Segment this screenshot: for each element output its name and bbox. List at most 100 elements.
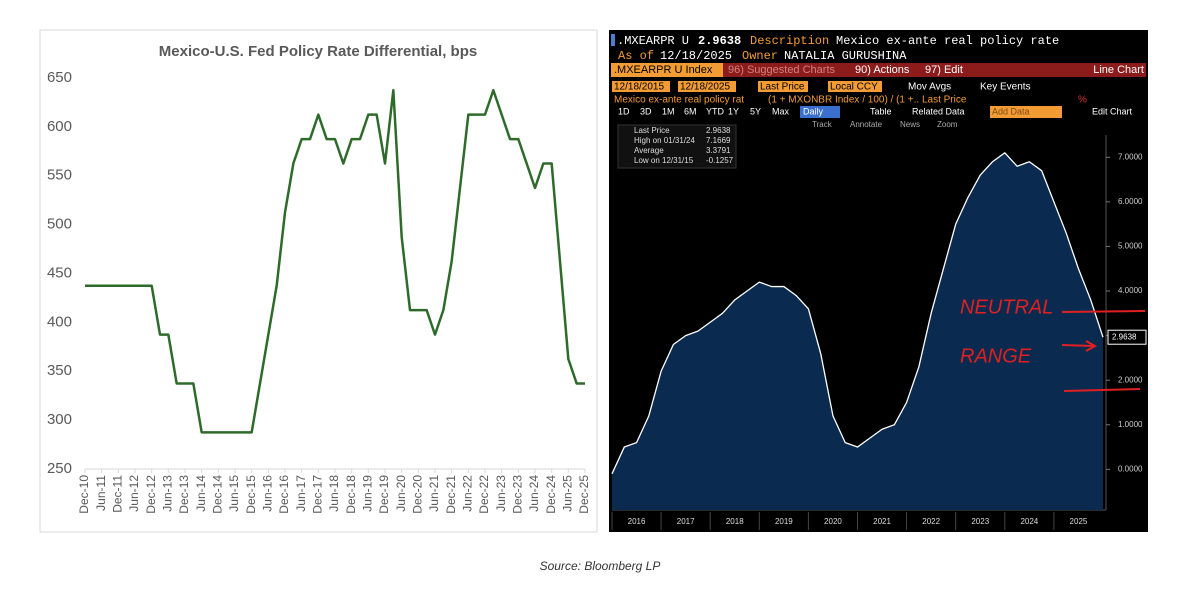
y-tick-label: 650	[47, 69, 72, 86]
tool[interactable]: Zoom	[937, 120, 958, 129]
date-box[interactable]	[612, 81, 670, 92]
legend-value: 7.1669	[706, 136, 731, 145]
x-tick-label: 2021	[873, 517, 891, 526]
left-panel	[39, 29, 598, 533]
x-tick-label: Dec-13	[177, 475, 191, 514]
x-tick-label: 2020	[824, 517, 842, 526]
x-tick-label: Dec-12	[144, 475, 158, 514]
line	[611, 152, 1104, 475]
x-tick-label: Jun-21	[427, 475, 441, 512]
x-tick-label: Jun-19	[361, 475, 375, 512]
y-tick-label: 7.0000	[1118, 152, 1143, 161]
x-tick-label: Jun-23	[494, 475, 508, 512]
unit: %	[1078, 95, 1087, 106]
period-button[interactable]: Max	[772, 106, 790, 116]
currency[interactable]: Local CCY	[830, 82, 878, 93]
x-tick-label: Jun-14	[194, 475, 208, 512]
button[interactable]: Add Data	[992, 106, 1030, 116]
menu-item[interactable]: 97) Edit	[925, 64, 963, 76]
label: Description	[750, 34, 829, 48]
annotation-lines	[1061, 310, 1146, 392]
y-tick-label: 6.0000	[1118, 197, 1143, 206]
y-tick-label: 300	[47, 411, 72, 428]
legend-label: Last Price	[634, 126, 670, 135]
period-button[interactable]: 6M	[684, 106, 697, 116]
x-tick-label: Dec-19	[377, 475, 391, 514]
date-box[interactable]	[678, 81, 736, 92]
menu-item[interactable]: 96) Suggested Charts	[728, 64, 836, 76]
line	[85, 88, 585, 434]
y-tick-label: 2.0000	[1118, 375, 1143, 384]
marker	[611, 34, 615, 46]
tool[interactable]: News	[900, 120, 920, 129]
y-tick-label: 250	[47, 460, 72, 477]
tool[interactable]: Annotate	[850, 120, 883, 129]
x-tick-label: Dec-17	[311, 475, 325, 514]
legend-box	[617, 124, 737, 169]
start-date[interactable]: 12/18/2015	[614, 82, 664, 93]
x-tick-label: Dec-20	[411, 475, 425, 514]
field[interactable]: Last Price	[760, 82, 805, 93]
x-tick-label: 2016	[628, 517, 646, 526]
add-data-box[interactable]	[990, 106, 1062, 118]
button[interactable]: Edit Chart	[1092, 106, 1133, 116]
period-button[interactable]: 1Y	[728, 106, 739, 116]
y-tick-label: 350	[47, 362, 72, 379]
x-tick-label: Jun-22	[461, 475, 475, 512]
security[interactable]: .MXEARPR U Index	[614, 64, 713, 76]
field-box[interactable]	[758, 81, 808, 92]
period-button[interactable]: 3D	[640, 106, 652, 116]
x-tick-label: Dec-14	[211, 475, 225, 514]
frequency-box[interactable]	[800, 106, 840, 118]
formula: (1 + MXONBR Index / 100) / (1 +.. Last P…	[768, 95, 967, 106]
y-tick-label: 600	[47, 118, 72, 135]
y-tick-label: 1.0000	[1118, 420, 1143, 429]
y-tick-label: 0.0000	[1118, 464, 1143, 473]
legend-label: Average	[634, 146, 664, 155]
series-name: Mexico ex-ante real policy rat	[614, 95, 744, 106]
x-tick-label: Dec-23	[511, 475, 525, 514]
toolbar	[611, 63, 1146, 77]
button[interactable]: Related Data	[912, 106, 965, 116]
period-button[interactable]: 5Y	[750, 106, 761, 116]
label: As of	[618, 49, 654, 63]
x-tick-label: Jun-20	[394, 475, 408, 512]
option[interactable]: Key Events	[980, 82, 1031, 93]
x-tick-label: Dec-15	[244, 475, 258, 514]
tool[interactable]: Track	[812, 120, 833, 129]
source: Source: Bloomberg LP	[540, 559, 661, 573]
price-tag-label: 2.9638	[1112, 332, 1137, 341]
y-tick-label: 450	[47, 264, 72, 281]
area	[612, 152, 1103, 510]
menu-item[interactable]: 90) Actions	[855, 64, 910, 76]
security-box[interactable]	[611, 63, 723, 77]
frequency[interactable]: Daily	[803, 106, 824, 116]
y-tick-label: 5.0000	[1118, 242, 1143, 251]
period-button[interactable]: YTD	[706, 106, 725, 116]
period-button[interactable]: 1M	[662, 106, 675, 116]
legend-label: Low on 12/31/15	[634, 156, 694, 165]
x-tick-label: Jun-24	[527, 475, 541, 512]
owner: NATALIA GURUSHINA	[784, 49, 907, 63]
period-button[interactable]: 1D	[618, 106, 630, 116]
x-tick-label: 2023	[971, 517, 989, 526]
x-tick-label: 2024	[1020, 517, 1038, 526]
x-tick-label: Jun-16	[261, 475, 275, 512]
button[interactable]: Table	[870, 106, 892, 116]
legend-value: 3.3791	[706, 146, 731, 155]
x-tick-label: Dec-22	[477, 475, 491, 514]
x-tick-label: 2025	[1070, 517, 1088, 526]
x-tick-label: Jun-11	[94, 475, 108, 511]
label: Owner	[742, 49, 778, 63]
chart-title: Mexico-U.S. Fed Policy Rate Differential…	[159, 43, 477, 60]
x-tick-label: 2022	[922, 517, 940, 526]
x-tick-label: 2017	[677, 517, 695, 526]
y-tick-label: 400	[47, 313, 72, 330]
end-date[interactable]: 12/18/2025	[680, 82, 730, 93]
x-tick-label: Dec-24	[544, 475, 558, 514]
option[interactable]: Mov Avgs	[908, 82, 951, 93]
y-tick-label: 500	[47, 216, 72, 233]
y-tick-label: 4.0000	[1118, 286, 1143, 295]
price-tag	[1107, 329, 1147, 345]
ccy-box[interactable]	[828, 81, 882, 92]
